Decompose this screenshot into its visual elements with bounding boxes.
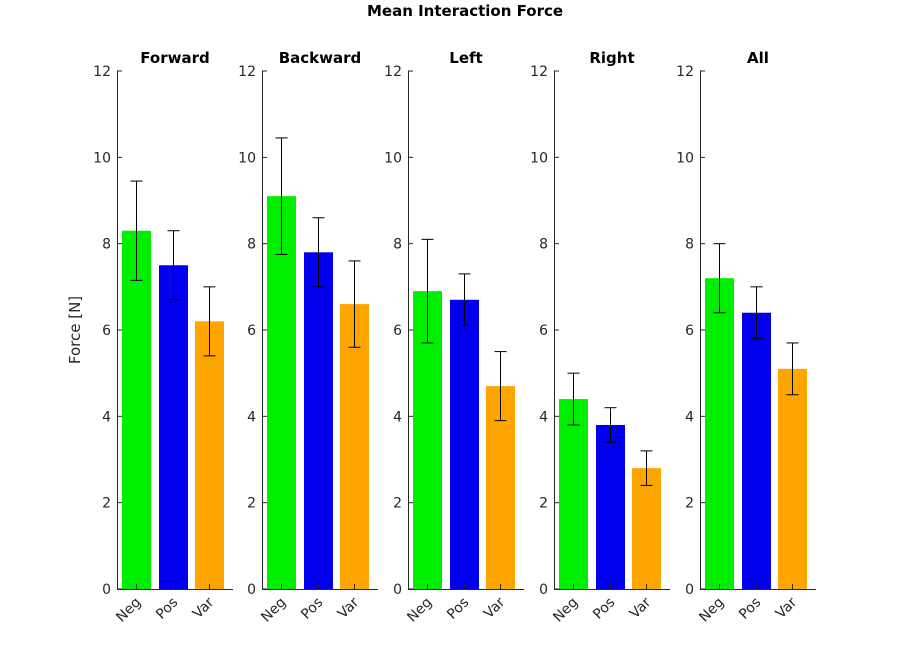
- error-bar-neg: [130, 180, 143, 281]
- x-tick-label: Var: [627, 594, 655, 622]
- bar-var: [778, 368, 807, 589]
- error-bar-pos: [167, 230, 180, 301]
- error-bar-neg: [713, 243, 726, 314]
- y-tick-label: 12: [676, 64, 694, 80]
- y-axis-label: Force [N]: [66, 296, 84, 364]
- error-bar-neg: [275, 137, 288, 255]
- panel-title: Right: [589, 49, 634, 67]
- bar-var: [195, 321, 224, 589]
- panel-title: Left: [449, 49, 482, 67]
- x-tick-label: Pos: [590, 595, 618, 623]
- error-bar-pos: [604, 407, 617, 443]
- y-tick-label: 0: [393, 582, 402, 598]
- y-tick-label: 8: [685, 237, 694, 253]
- bar-pos: [304, 252, 333, 590]
- error-bar-var: [203, 286, 216, 357]
- y-tick-label: 8: [539, 237, 548, 253]
- x-tick-label: Neg: [696, 595, 727, 626]
- y-tick-label: 12: [530, 64, 548, 80]
- y-tick-label: 6: [247, 323, 256, 339]
- y-tick-label: 4: [393, 409, 402, 425]
- y-tick-label: 12: [238, 64, 256, 80]
- x-tick-label: Pos: [736, 595, 764, 623]
- bar-neg: [705, 278, 734, 589]
- bar-neg: [122, 230, 151, 589]
- y-tick-label: 0: [247, 582, 256, 598]
- x-tick-label: Pos: [298, 595, 326, 623]
- bar-pos: [742, 312, 771, 589]
- y-tick-label: 10: [530, 150, 548, 166]
- y-tick-label: 8: [393, 237, 402, 253]
- y-tick-label: 10: [676, 150, 694, 166]
- error-bar-var: [494, 351, 507, 422]
- x-tick-label: Pos: [444, 595, 472, 623]
- panel-title: Backward: [279, 49, 362, 67]
- y-tick-label: 8: [247, 237, 256, 253]
- x-tick-label: Neg: [113, 595, 144, 626]
- error-bar-var: [348, 260, 361, 348]
- error-bar-pos: [750, 286, 763, 340]
- error-bar-neg: [421, 238, 434, 344]
- panel-forward: Forward 0 2 4 6 8 10 12 Neg Pos Var: [93, 49, 233, 626]
- y-tick-label: 4: [102, 409, 111, 425]
- panel-all: All 0 2 4 6 8 10 12 Neg Pos Var: [676, 49, 816, 626]
- error-bar-pos: [312, 217, 325, 288]
- y-tick-label: 4: [539, 409, 548, 425]
- error-bar-var: [786, 342, 799, 396]
- bar-var: [340, 304, 369, 589]
- y-tick-label: 0: [539, 582, 548, 598]
- y-tick-label: 6: [685, 323, 694, 339]
- bar-pos: [159, 265, 188, 589]
- y-tick-label: 10: [93, 150, 111, 166]
- y-tick-label: 10: [238, 150, 256, 166]
- y-tick-label: 2: [685, 496, 694, 512]
- bar-var: [632, 468, 661, 589]
- y-tick-label: 2: [102, 496, 111, 512]
- error-bar-neg: [567, 372, 580, 426]
- panel-title: All: [747, 49, 769, 67]
- x-tick-label: Var: [773, 594, 801, 622]
- panel-right: Right 0 2 4 6 8 10 12 Neg Pos Var: [530, 49, 670, 626]
- bar-neg: [267, 196, 296, 589]
- panel-left: Left 0 2 4 6 8 10 12 Neg Pos Var: [384, 49, 524, 626]
- y-tick-label: 6: [539, 323, 548, 339]
- x-tick-label: Neg: [550, 595, 581, 626]
- figure-title: Mean Interaction Force: [367, 2, 563, 20]
- error-bar-var: [640, 450, 653, 486]
- y-tick-label: 4: [247, 409, 256, 425]
- bar-neg: [559, 399, 588, 589]
- panels: Forward 0 2 4 6 8 10 12 Neg Pos Var Backward 0 2 4 6 8 10…: [93, 49, 816, 626]
- y-tick-label: 0: [685, 582, 694, 598]
- x-tick-label: Pos: [153, 595, 181, 623]
- y-tick-label: 10: [384, 150, 402, 166]
- y-tick-label: 12: [384, 64, 402, 80]
- y-tick-label: 8: [102, 237, 111, 253]
- x-tick-label: Var: [481, 594, 509, 622]
- bar-pos: [450, 299, 479, 589]
- y-tick-label: 4: [685, 409, 694, 425]
- error-bar-pos: [458, 273, 471, 327]
- x-tick-label: Neg: [258, 595, 289, 626]
- x-tick-label: Neg: [404, 595, 435, 626]
- y-tick-label: 2: [539, 496, 548, 512]
- panel-title: Forward: [140, 49, 209, 67]
- x-tick-label: Var: [335, 594, 363, 622]
- y-tick-label: 2: [393, 496, 402, 512]
- y-tick-label: 6: [393, 323, 402, 339]
- y-tick-label: 6: [102, 323, 111, 339]
- panel-backward: Backward 0 2 4 6 8 10 12 Neg Pos Var: [238, 49, 378, 626]
- y-tick-label: 2: [247, 496, 256, 512]
- x-tick-label: Var: [190, 594, 218, 622]
- bar-pos: [596, 424, 625, 589]
- y-tick-label: 12: [93, 64, 111, 80]
- y-tick-label: 0: [102, 582, 111, 598]
